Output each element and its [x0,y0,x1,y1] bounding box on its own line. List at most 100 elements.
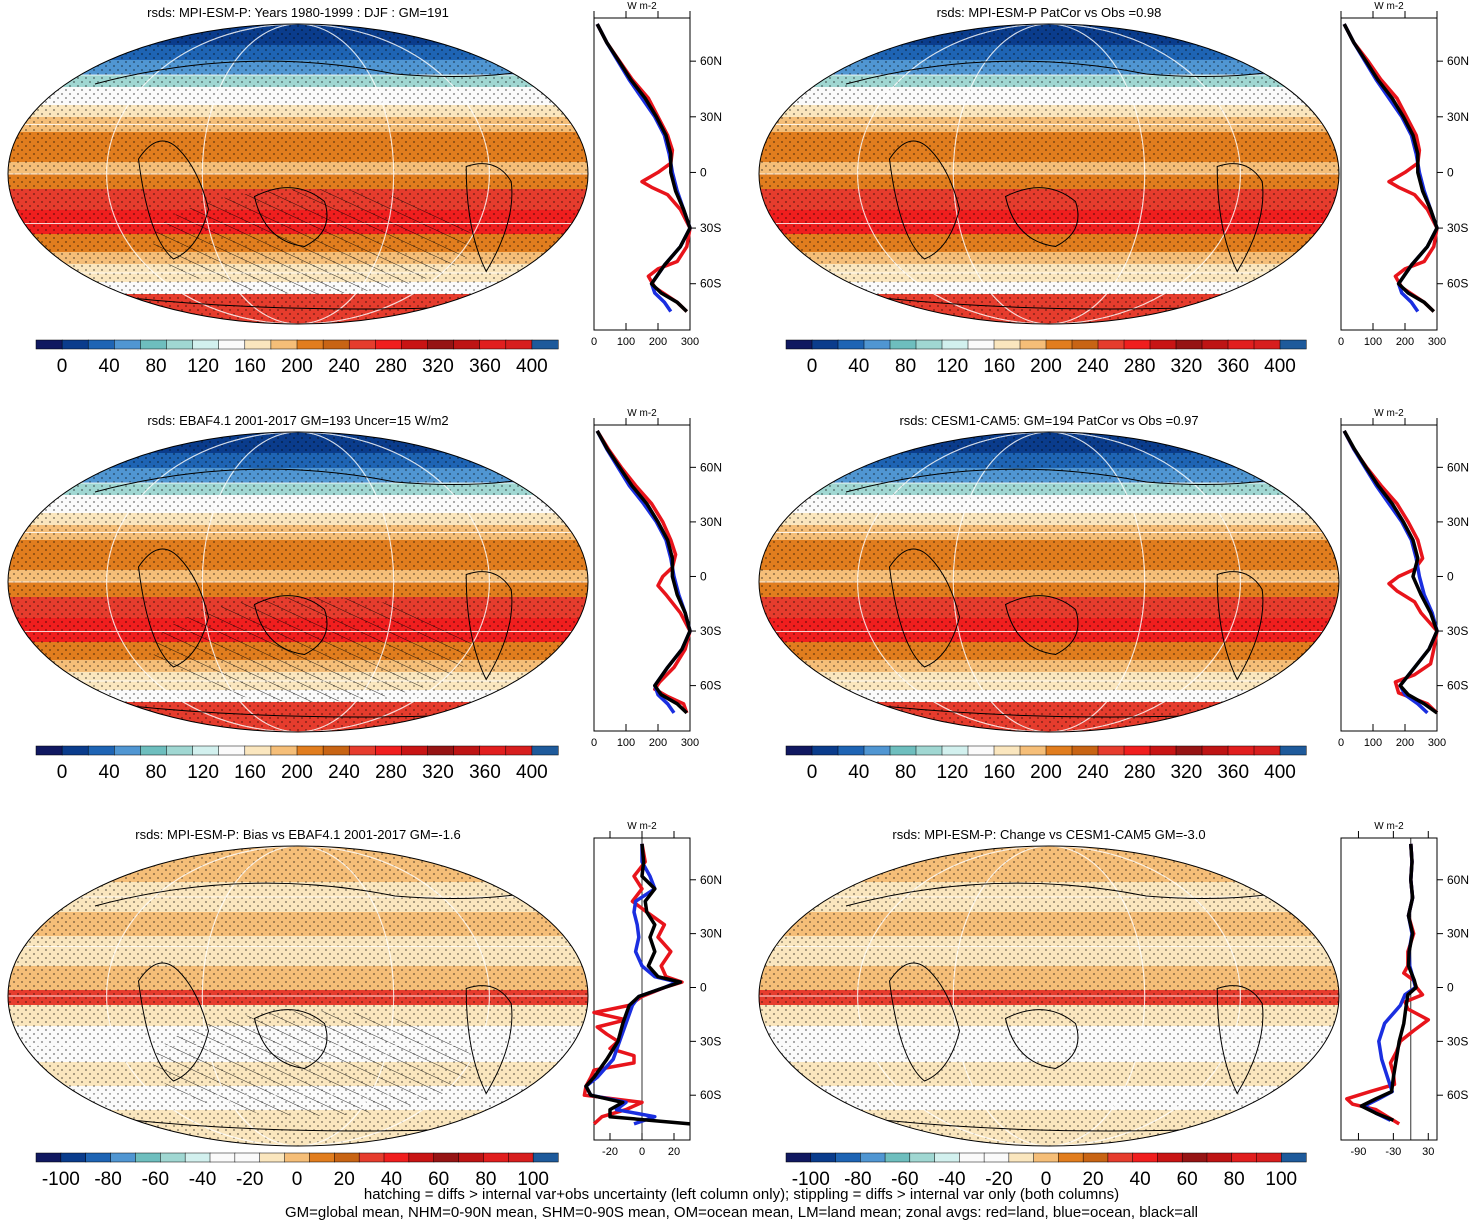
zonal-series-all [1342,430,1439,715]
graticule [759,432,1339,732]
colorbar: -100 -80 -60 -40 -20 0 20 40 60 80 100 [35,1152,559,1190]
zonal-frame [1340,17,1438,331]
x-tick-label: 300 [1428,336,1446,348]
colorbar-label: 120 [937,762,969,783]
colorbar-swatch [192,339,220,350]
x-tick-label: -90 [1351,1146,1367,1158]
x-axis-label: W m-2 [627,408,657,419]
colorbar-label: 240 [1077,356,1109,377]
colorbar-swatch [1279,745,1307,756]
y-tick-label: 30N [1447,515,1469,529]
colorbar-swatch [860,1152,886,1163]
colorbar-label: 200 [281,356,313,377]
colorbar-swatch [322,339,350,350]
colorbar-label: 400 [516,356,548,377]
colorbar-swatch [348,339,376,350]
y-tick-label: 0 [700,165,707,179]
x-tick-label: -30 [1385,1146,1401,1158]
y-tick-label: 0 [1447,569,1454,583]
colorbar-swatch [284,1152,310,1163]
zonal-series-all [1342,23,1439,313]
colorbar-swatch [508,1152,534,1163]
map-field [8,846,588,1146]
y-tick-label: 0 [700,569,707,583]
x-tick-label: 30 [1422,1146,1434,1158]
colorbar-swatch [401,745,429,756]
colorbar-swatch [296,745,324,756]
colorbar-swatch [35,1152,62,1163]
x-tick-label: 300 [681,737,699,749]
map-title: rsds: MPI-ESM-P PatCor vs Obs =0.98 [937,5,1162,20]
colorbar-swatch [192,745,220,756]
colorbar-label: 200 [1030,356,1062,377]
colorbar-swatch [110,1152,136,1163]
zonal-series-all [595,430,692,715]
colorbar-swatch [941,745,969,756]
colorbar-label: 0 [292,1169,303,1190]
graticule [8,24,588,324]
colorbar-swatch [505,339,533,350]
colorbar-label: 240 [328,762,360,783]
colorbar-swatch [1097,745,1125,756]
y-tick-label: 30N [700,110,722,124]
colorbar-swatch [61,339,89,350]
colorbar-swatch [889,745,917,756]
y-tick-label: 60N [1447,460,1469,474]
colorbar: 0 40 80 120 160 200 240 280 320 360 400 [785,745,1307,783]
colorbar-label: 40 [848,356,869,377]
x-tick-label: 0 [591,737,597,749]
colorbar-swatch [1175,339,1203,350]
colorbar-swatch [348,745,376,756]
colorbar-label: 400 [1264,762,1296,783]
colorbar-label: 0 [1041,1169,1052,1190]
y-tick-label: 60S [1447,679,1468,693]
map-border [7,431,589,733]
colorbar-swatch [1107,1152,1134,1163]
colorbar-label: 200 [1030,762,1062,783]
zonal-plot: 60N 30N 0 30S 60S -20 0 20 W m-2 [582,821,722,1158]
colorbar: 0 40 80 120 160 200 240 280 320 360 400 [35,745,559,783]
colorbar-swatch [1201,339,1229,350]
colorbar-swatch [479,745,507,756]
colorbar-swatch [810,1152,837,1163]
colorbar-label: -60 [891,1169,918,1190]
colorbar-swatch [915,745,943,756]
colorbar-swatch [270,339,298,350]
colorbar-swatch [941,339,969,350]
zonal-plot: 60N 30N 0 30S 60S 0 100 200 300 W m-2 [1338,408,1469,749]
x-tick-label: 300 [1428,737,1446,749]
colorbar-label: -100 [42,1169,80,1190]
x-axis-label: W m-2 [627,821,657,832]
colorbar-swatch [1123,339,1151,350]
colorbar-swatch [837,339,865,350]
y-tick-label: 30N [1447,110,1469,124]
map-field [759,24,1339,324]
colorbar-swatch [87,339,115,350]
colorbar-swatch [889,339,917,350]
colorbar-swatch [244,745,272,756]
colorbar-swatch [1008,1152,1035,1163]
x-tick-label: -20 [602,1146,618,1158]
colorbar-label: 80 [475,1169,496,1190]
colorbar: 0 40 80 120 160 200 240 280 320 360 400 [35,339,559,377]
colorbar-swatch [85,1152,112,1163]
y-tick-label: 60N [1447,54,1469,68]
colorbar-label: 360 [1217,356,1249,377]
colorbar-label: 120 [187,356,219,377]
colorbar-label: 80 [145,762,166,783]
map-border [758,23,1340,325]
colorbar-swatch [1033,1152,1059,1163]
colorbar-swatch [483,1152,509,1163]
colorbar-swatch [184,1152,211,1163]
x-tick-label: 20 [668,1146,680,1158]
zonal-series-land [595,23,692,313]
colorbar-label: 60 [428,1169,449,1190]
y-tick-label: 30S [1447,1034,1468,1048]
colorbar-label: -100 [792,1169,830,1190]
colorbar-swatch [35,339,63,350]
colorbar-label: 400 [1264,356,1296,377]
colorbar-swatch [61,745,89,756]
colorbar-label: 40 [381,1169,402,1190]
colorbar-label: 240 [1077,762,1109,783]
colorbar-label: 160 [234,762,266,783]
